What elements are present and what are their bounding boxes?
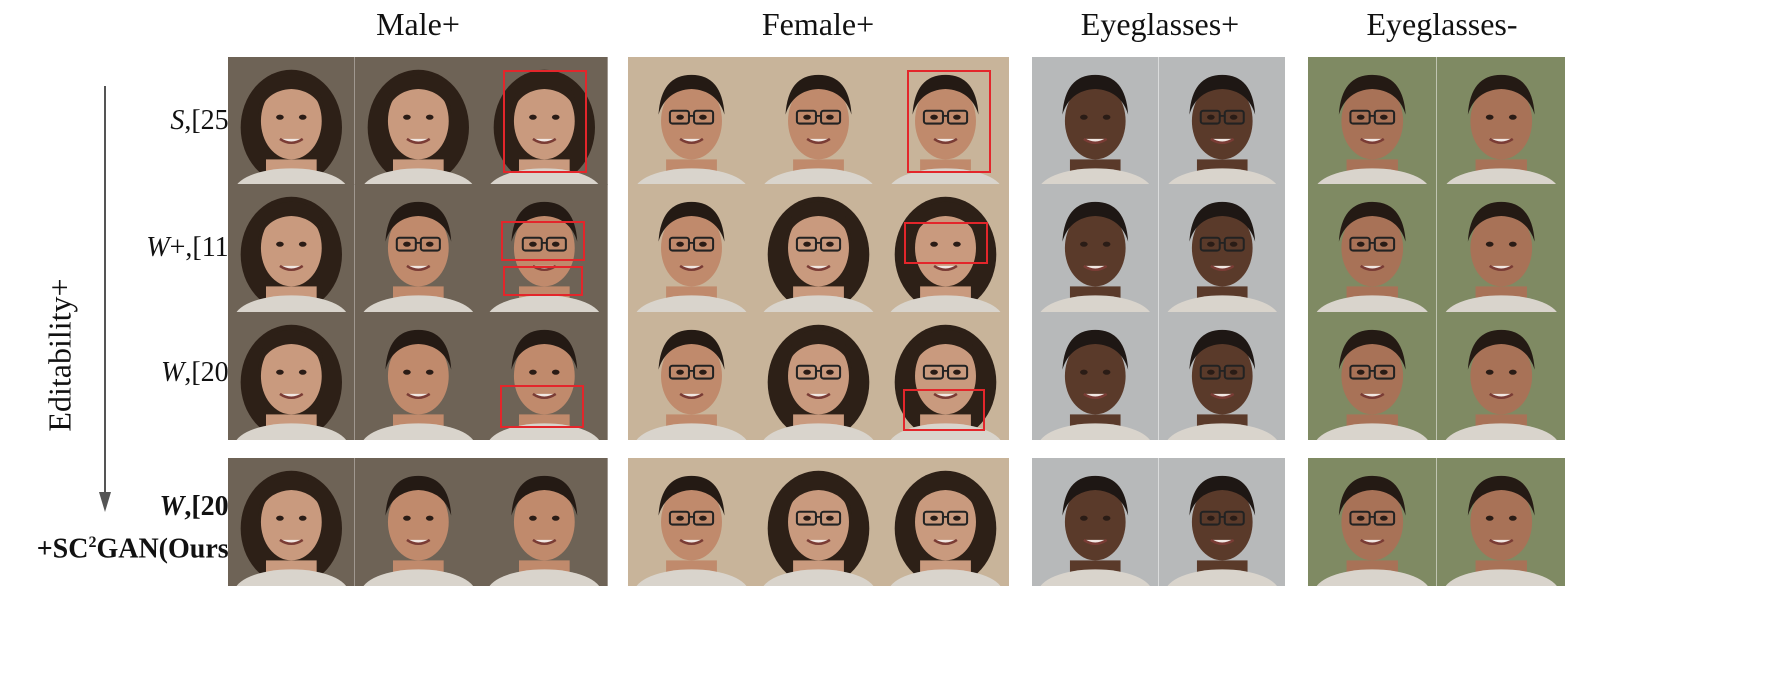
face-tile-male-r2-c1 xyxy=(228,184,355,312)
face-tile-eyeminus-r1-c2 xyxy=(1436,57,1565,185)
face-tile-male-r2-c2 xyxy=(354,184,482,312)
highlight-box-3 xyxy=(503,266,583,296)
editability-axis-label: Editability+ xyxy=(41,278,78,432)
face-tile-eyeplus-r2-c1 xyxy=(1032,184,1159,312)
face-tile-eyeplus-r1-c1 xyxy=(1032,57,1159,185)
face-tile-male-r1-c3 xyxy=(481,57,608,185)
face-tile-eyeplus-r4-c2 xyxy=(1158,458,1285,586)
column-title-eyeglasses-minus: Eyeglasses- xyxy=(1366,6,1518,42)
column-title-female-plus: Female+ xyxy=(761,6,875,42)
highlight-box-5 xyxy=(907,70,991,173)
row-label-ours-line2: +SC2GAN(Ours) xyxy=(36,533,238,565)
face-tile-female-r2-c1 xyxy=(628,184,755,312)
face-tile-male-r3-c3 xyxy=(481,312,608,440)
face-tile-female-r4-c1 xyxy=(628,458,755,586)
face-tile-eyeplus-r2-c2 xyxy=(1158,184,1285,312)
face-tile-eyeminus-r4-c2 xyxy=(1436,458,1565,586)
face-tile-female-r3-c1 xyxy=(628,312,755,440)
highlight-box-2 xyxy=(501,221,585,261)
face-tile-eyeplus-r4-c1 xyxy=(1032,458,1159,586)
face-tile-eyeminus-r2-c1 xyxy=(1308,184,1437,312)
highlight-box-1 xyxy=(503,70,587,173)
face-tile-eyeplus-r3-c1 xyxy=(1032,312,1159,440)
editability-arrow xyxy=(99,86,111,512)
face-tile-eyeminus-r1-c1 xyxy=(1308,57,1437,185)
row-label-ours-line1: W,[20] xyxy=(159,491,238,522)
face-tile-female-r1-c1 xyxy=(628,57,755,185)
face-tile-eyeminus-r3-c2 xyxy=(1436,312,1565,440)
highlight-box-4 xyxy=(500,385,584,428)
column-title-eyeglasses-plus: Eyeglasses+ xyxy=(1080,6,1240,42)
face-tile-eyeplus-r1-c2 xyxy=(1158,57,1285,185)
face-tile-female-r1-c2 xyxy=(755,57,882,185)
face-tile-female-r2-c3 xyxy=(882,184,1009,312)
face-tile-male-r4-c2 xyxy=(354,458,482,586)
face-tile-female-r4-c3 xyxy=(882,458,1009,586)
face-tile-female-r3-c2 xyxy=(755,312,882,440)
face-tile-male-r4-c3 xyxy=(481,458,608,586)
face-tile-female-r4-c2 xyxy=(755,458,882,586)
face-tile-male-r2-c3 xyxy=(481,184,608,312)
face-tile-male-r1-c2 xyxy=(354,57,482,185)
highlight-box-7 xyxy=(903,389,985,431)
face-tile-eyeminus-r4-c1 xyxy=(1308,458,1437,586)
face-tile-eyeminus-r2-c2 xyxy=(1436,184,1565,312)
face-tile-male-r3-c1 xyxy=(228,312,355,440)
column-title-male-plus: Male+ xyxy=(376,6,460,42)
face-tile-male-r3-c2 xyxy=(354,312,482,440)
face-tile-male-r1-c1 xyxy=(228,57,355,185)
face-tile-eyeplus-r3-c2 xyxy=(1158,312,1285,440)
face-tile-male-r4-c1 xyxy=(228,458,355,586)
row-label-w-20: W,[20] xyxy=(161,357,238,388)
highlight-box-6 xyxy=(904,222,988,264)
face-tile-eyeminus-r3-c1 xyxy=(1308,312,1437,440)
face-tile-female-r2-c2 xyxy=(755,184,882,312)
row-label-wplus-11: W+,[11] xyxy=(146,232,238,263)
